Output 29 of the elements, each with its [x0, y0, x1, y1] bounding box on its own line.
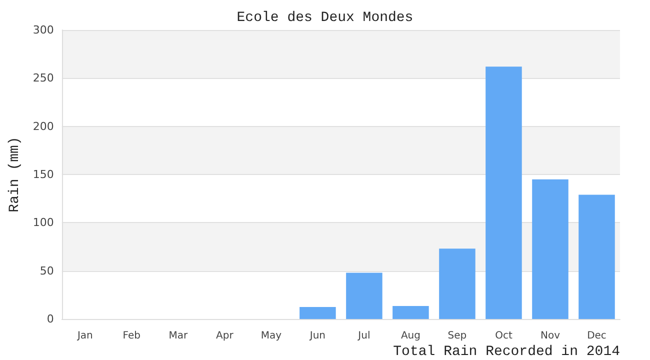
x-axis-title: Total Rain Recorded in 2014 — [393, 344, 620, 360]
x-tick-label: Oct — [495, 330, 512, 342]
y-tick-label: 0 — [46, 312, 54, 326]
bar — [346, 272, 382, 319]
y-tick-label: 250 — [32, 72, 54, 85]
x-tick-label: Sep — [448, 330, 467, 342]
x-tick-label: Feb — [122, 330, 141, 342]
x-tick-label: Apr — [216, 330, 234, 342]
x-tick-label: Jun — [308, 330, 326, 342]
bar — [300, 306, 336, 319]
y-tick-label: 150 — [32, 168, 54, 181]
bar — [439, 248, 476, 319]
y-tick-label: 200 — [32, 120, 54, 133]
y-tick-label: 300 — [32, 24, 54, 36]
bar — [392, 306, 429, 319]
x-tick-label: Nov — [540, 330, 560, 342]
x-tick-label: Mar — [168, 330, 188, 342]
x-tick-label: Aug — [400, 330, 420, 342]
y-tick-label: 50 — [40, 264, 54, 278]
x-tick-label: Jan — [76, 330, 93, 342]
bar — [486, 66, 522, 319]
bar — [578, 194, 615, 319]
chart-title: Ecole des Deux Mondes — [236, 10, 414, 26]
bar — [532, 179, 568, 319]
x-tick-label: Jul — [357, 330, 370, 342]
y-tick-label: 100 — [32, 216, 54, 230]
y-axis-title: Rain (mm) — [7, 136, 23, 212]
x-tick-label: May — [260, 330, 282, 342]
x-tick-label: Dec — [587, 330, 606, 342]
